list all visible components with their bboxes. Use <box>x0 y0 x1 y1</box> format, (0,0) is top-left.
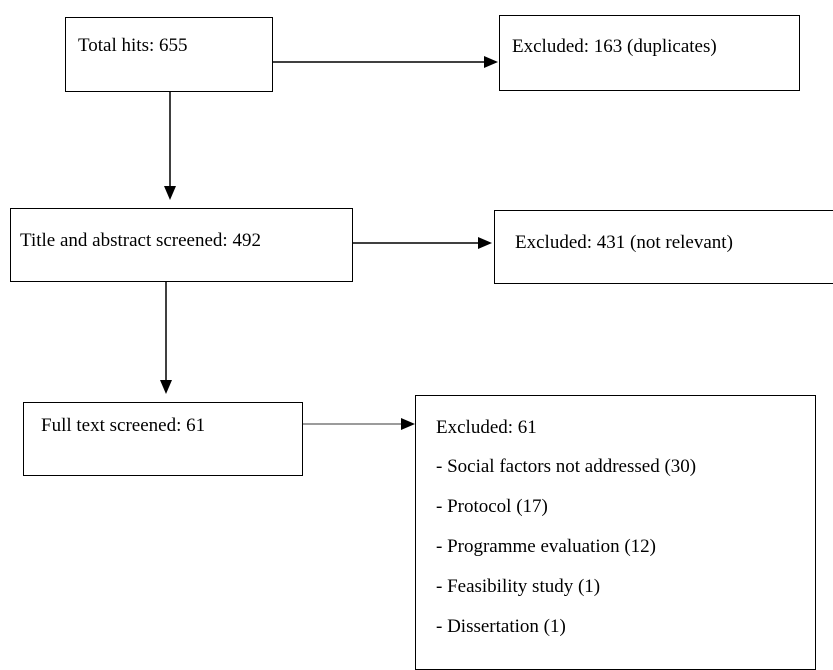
arrowhead-title-to-fulltext <box>160 380 172 394</box>
arrowhead-fulltext-to-excluded <box>401 418 415 430</box>
title-abstract-box: Title and abstract screened: 492 <box>10 208 353 282</box>
excluded-duplicates-box: Excluded: 163 (duplicates) <box>499 15 800 91</box>
excluded-full-text-title: Excluded: 61 <box>436 417 537 438</box>
excluded-duplicates-label: Excluded: 163 (duplicates) <box>512 36 717 57</box>
excluded-not-relevant-label: Excluded: 431 (not relevant) <box>515 232 733 253</box>
reason-programme-evaluation: - Programme evaluation (12) <box>436 536 657 557</box>
reason-social-factors: - Social factors not addressed (30) <box>436 456 697 477</box>
reason-protocol: - Protocol (17) <box>436 496 548 517</box>
excluded-not-relevant-box: Excluded: 431 (not relevant) <box>494 210 833 284</box>
reason-feasibility-study: - Feasibility study (1) <box>436 576 601 597</box>
total-hits-box: Total hits: 655 <box>65 17 273 92</box>
full-text-label: Full text screened: 61 <box>41 415 206 436</box>
reason-dissertation: - Dissertation (1) <box>436 616 566 637</box>
arrowhead-hits-to-title <box>164 186 176 200</box>
arrowhead-title-to-not-relevant <box>478 237 492 249</box>
full-text-box: Full text screened: 61 <box>23 402 303 476</box>
title-abstract-label: Title and abstract screened: 492 <box>20 230 261 251</box>
excluded-full-text-box: Excluded: 61 - Social factors not addres… <box>415 395 816 670</box>
arrowhead-hits-to-duplicates <box>484 56 498 68</box>
total-hits-label: Total hits: 655 <box>78 35 188 56</box>
